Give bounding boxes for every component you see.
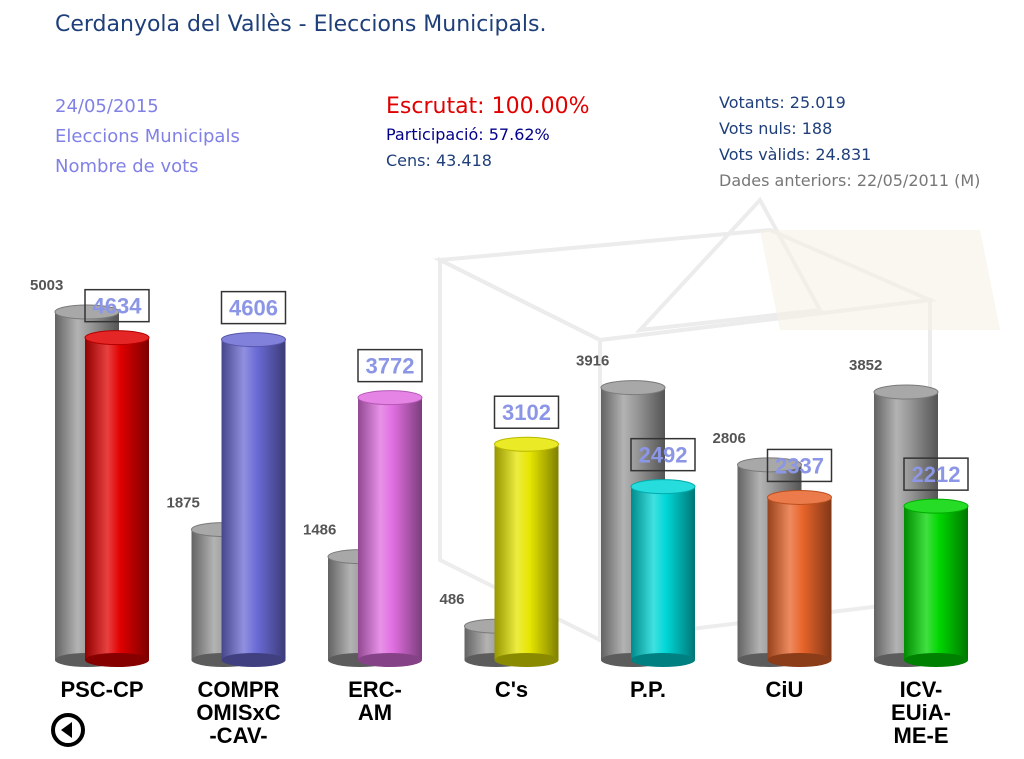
previous-data-label: Dades anteriors: 22/05/2011 (M)	[719, 171, 981, 190]
category-label: ICV-	[900, 677, 943, 702]
data-label-current: 4606	[229, 296, 278, 321]
data-label-box	[766, 448, 833, 483]
metric-label: Nombre de vots	[55, 156, 199, 177]
bar-current	[630, 479, 696, 667]
data-label-box	[493, 395, 560, 429]
back-arrow-circle-icon[interactable]	[50, 712, 86, 748]
escrutat-value: Escrutat: 100.00%	[386, 94, 590, 119]
election-type: Eleccions Municipals	[55, 126, 240, 147]
page-title: Cerdanyola del Vallès - Eleccions Munici…	[55, 12, 547, 37]
data-label-current: 2337	[775, 453, 824, 478]
data-label-current: 3772	[366, 354, 415, 379]
bar-current	[357, 390, 423, 667]
vote-totals: Votants: 25.019 Vots nuls: 188 Vots vàli…	[719, 90, 980, 194]
bar-current	[494, 436, 559, 667]
bar-current	[221, 332, 286, 667]
bar-current	[84, 330, 150, 667]
data-label-box	[84, 288, 150, 323]
participacio-value: Participació: 57.62%	[386, 125, 550, 144]
category-label: AM	[358, 700, 392, 725]
votants-value: Votants: 25.019	[719, 93, 846, 112]
data-label-previous: 3916	[576, 353, 609, 370]
category-label: C's	[495, 677, 528, 702]
category-label: P.P.	[630, 677, 666, 702]
category-label: COMPR	[198, 677, 280, 702]
election-info: 24/05/2015 Eleccions Municipals Nombre d…	[55, 92, 240, 182]
data-label-box	[220, 290, 287, 325]
category-label: ERC-	[348, 677, 402, 702]
scrutiny-info: Escrutat: 100.00% Participació: 57.62% C…	[386, 92, 589, 174]
category-label: -CAV-	[209, 723, 267, 748]
category-label: CiU	[766, 677, 804, 702]
cens-value: Cens: 43.418	[386, 151, 492, 170]
data-label-previous: 486	[440, 591, 465, 608]
data-label-box	[630, 437, 696, 472]
data-label-current: 2492	[639, 443, 688, 468]
data-label-current: 3102	[502, 400, 551, 425]
bar-current	[903, 498, 969, 667]
data-label-previous: 1486	[303, 522, 336, 539]
bar-current	[767, 489, 832, 667]
category-label: EUiA-	[891, 700, 951, 725]
vots-valids-value: Vots vàlids: 24.831	[719, 145, 872, 164]
category-label: ME-E	[894, 723, 949, 748]
vots-nuls-value: Vots nuls: 188	[719, 119, 833, 138]
data-label-current: 4634	[93, 294, 143, 319]
election-date: 24/05/2015	[55, 96, 159, 117]
data-label-previous: 2806	[713, 430, 746, 447]
data-label-current: 2212	[912, 462, 961, 487]
data-label-previous: 1875	[167, 495, 200, 512]
data-label-previous: 3852	[849, 357, 882, 374]
category-label: PSC-CP	[60, 677, 143, 702]
data-label-box	[357, 348, 423, 383]
data-label-box	[903, 457, 969, 491]
category-label: OMISxC	[196, 700, 280, 725]
data-label-previous: 5003	[30, 277, 63, 294]
